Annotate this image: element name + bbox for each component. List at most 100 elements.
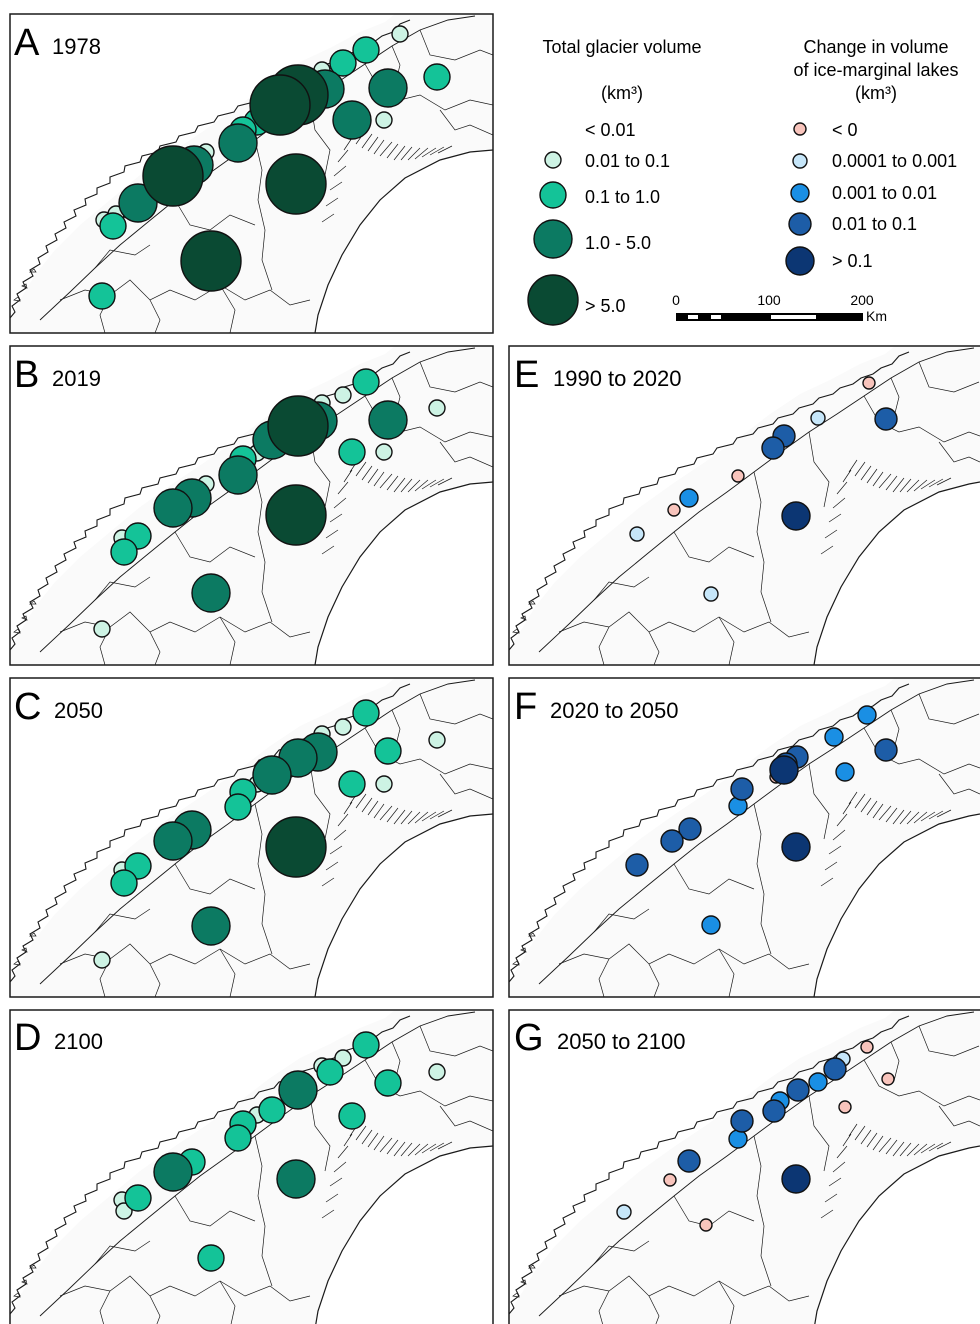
glacier-point <box>265 153 327 215</box>
panel-b-title: 2019 <box>52 366 101 391</box>
glacier-point <box>368 68 408 108</box>
glacier-point <box>249 74 311 136</box>
glacier-point <box>332 100 372 140</box>
lake-point <box>874 407 898 431</box>
glacier-point <box>258 1096 286 1124</box>
glacier-point <box>191 906 231 946</box>
glacier-point <box>218 123 258 163</box>
lake-legend-symbol <box>793 122 807 136</box>
lake-class-2: 0.001 to 0.01 <box>832 183 937 203</box>
lake-class-0: < 0 <box>832 120 858 140</box>
glacier-point <box>316 1058 344 1086</box>
glacier-point <box>428 1063 446 1081</box>
glacier-point <box>142 145 204 207</box>
glacier-point <box>338 770 366 798</box>
lake-point <box>824 727 844 747</box>
lake-legend-symbol <box>785 246 815 276</box>
glacier-point <box>110 538 138 566</box>
glacier-legend-symbol <box>533 219 573 259</box>
glacier-point <box>124 1184 152 1212</box>
glacier-point <box>334 386 352 404</box>
glacier-point <box>391 25 409 43</box>
panel-f-letter: F <box>514 686 537 728</box>
lake-point <box>730 777 754 801</box>
panel-d-title: 2100 <box>54 1029 103 1054</box>
glacier-point <box>375 443 393 461</box>
glacier-point <box>338 1102 366 1130</box>
panel-e-letter: E <box>514 354 539 396</box>
glacier-legend-symbol <box>544 151 562 169</box>
lake-point <box>786 1078 810 1102</box>
glacier-point <box>374 1069 402 1097</box>
scale-unit: Km <box>866 308 887 324</box>
panel-a-letter: A <box>14 22 40 64</box>
lake-class-3: 0.01 to 0.1 <box>832 214 917 234</box>
glacier-point <box>180 230 242 292</box>
lake-point <box>862 376 876 390</box>
lake-point <box>860 1040 874 1054</box>
scale-bar: 0 100 200 Km <box>672 292 887 324</box>
panel-c-letter: C <box>14 686 41 728</box>
glacier-point <box>368 400 408 440</box>
glacier-class-3: 1.0 - 5.0 <box>585 233 651 253</box>
lake-point <box>701 915 721 935</box>
glacier-point <box>88 282 116 310</box>
panel-g-title: 2050 to 2100 <box>557 1029 685 1054</box>
lake-point <box>667 503 681 517</box>
glacier-point <box>224 1124 252 1152</box>
glacier-class-4: > 5.0 <box>585 296 626 316</box>
panel-c-title: 2050 <box>54 698 103 723</box>
glacier-point <box>118 183 158 223</box>
lake-point <box>728 1129 748 1149</box>
lake-point <box>699 1218 713 1232</box>
glacier-point <box>375 775 393 793</box>
glacier-point <box>93 620 111 638</box>
lake-point <box>810 410 826 426</box>
lake-legend-symbol <box>788 212 812 236</box>
panel-a: A 1978 <box>9 13 494 334</box>
glacier-legend-symbol <box>539 181 567 209</box>
glacier-point <box>99 212 127 240</box>
glacier-point <box>278 1070 318 1110</box>
glacier-class-1: 0.01 to 0.1 <box>585 151 670 171</box>
glacier-legend-symbols <box>527 151 579 326</box>
glacier-legend-title: Total glacier volume <box>542 37 701 57</box>
glacier-point <box>218 455 258 495</box>
lake-point <box>781 501 811 531</box>
lake-point <box>781 1164 811 1194</box>
lake-point <box>769 755 799 785</box>
glacier-point <box>265 484 327 546</box>
glacier-point <box>197 1244 225 1272</box>
lake-point <box>730 1109 754 1133</box>
panel-b-letter: B <box>14 354 39 396</box>
lake-point <box>703 586 719 602</box>
glacier-point <box>375 111 393 129</box>
lake-legend-symbol <box>792 153 808 169</box>
glacier-point <box>224 793 252 821</box>
glacier-legend-unit: (km³) <box>601 83 643 103</box>
lake-legend-title-line2: of ice-marginal lakes <box>793 60 958 80</box>
panel-g: G 2050 to 2100 <box>508 1009 980 1324</box>
glacier-point <box>352 699 380 727</box>
glacier-point <box>276 1159 316 1199</box>
lake-point <box>625 853 649 877</box>
panel-b: B 2019 <box>9 345 494 666</box>
lake-point <box>663 1173 677 1187</box>
glacier-point <box>153 488 193 528</box>
glacier-point <box>153 1152 193 1192</box>
lake-point <box>838 1100 852 1114</box>
glacier-point <box>334 718 352 736</box>
glacier-point <box>423 63 451 91</box>
lake-point <box>731 469 745 483</box>
glacier-point <box>428 731 446 749</box>
glacier-point <box>352 1031 380 1059</box>
glacier-point <box>374 737 402 765</box>
glacier-point <box>267 395 329 457</box>
lake-point <box>677 1149 701 1173</box>
lake-point <box>678 817 702 841</box>
lake-point <box>835 762 855 782</box>
glacier-point <box>153 821 193 861</box>
glacier-point <box>338 438 366 466</box>
lake-class-4: > 0.1 <box>832 251 873 271</box>
